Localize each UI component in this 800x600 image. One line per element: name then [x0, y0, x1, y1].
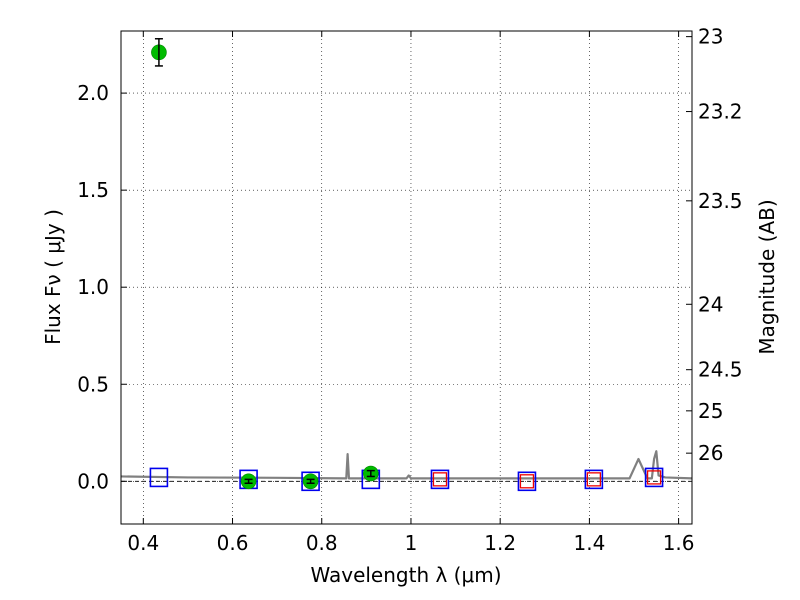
data-markers	[149, 38, 664, 492]
model-square-blue	[301, 471, 320, 492]
y2-tick-label: 23.2	[698, 100, 743, 124]
y2-tick-label: 23	[698, 25, 723, 49]
x-axis-label: Wavelength λ (μm)	[310, 563, 501, 587]
model-square-blue	[149, 467, 169, 488]
sed-curve	[120, 450, 693, 480]
sed-model-line	[120, 450, 693, 480]
y2-tick-label: 25	[698, 399, 723, 423]
model-square-red	[586, 472, 602, 487]
y2-tick-label: 23.5	[698, 189, 743, 213]
x-tick-label: 0.8	[306, 531, 338, 555]
model-square-red	[432, 472, 448, 487]
y2-tick-label: 26	[698, 441, 723, 465]
x-tick-label: 0.4	[127, 531, 159, 555]
y2-tick-label: 24.5	[698, 358, 743, 382]
x-tick-label: 1	[405, 531, 418, 555]
model-square-blue	[644, 467, 664, 488]
y-tick-label: 1.5	[77, 178, 109, 202]
y-axis-ticks: 0.0 0.5 1.0 1.5 2.0	[77, 81, 127, 493]
y2-axis-ticks: 23 23.2 23.5 24 24.5 25 26	[686, 25, 743, 465]
y-tick-label: 2.0	[77, 81, 109, 105]
x-tick-label: 1.6	[663, 531, 695, 555]
model-square-blue	[517, 471, 537, 492]
y-tick-label: 1.0	[77, 275, 109, 299]
y2-tick-label: 24	[698, 292, 723, 316]
y2-axis-label: Magnitude (AB)	[755, 199, 779, 354]
y-tick-label: 0.5	[77, 372, 109, 396]
x-axis-ticks: 0.4 0.6 0.8 1 1.2 1.4 1.6	[127, 31, 695, 555]
x-tick-label: 1.2	[484, 531, 516, 555]
x-tick-label: 1.4	[573, 531, 605, 555]
model-square-blue	[430, 469, 450, 490]
x-tick-label: 0.6	[217, 531, 249, 555]
y-axis-label: Flux Fν ( μJy )	[41, 209, 65, 345]
model-square-red	[646, 470, 662, 485]
y-tick-label: 0.0	[77, 469, 109, 493]
plot-frame	[120, 30, 693, 525]
model-square-red	[519, 474, 535, 489]
grid	[121, 31, 692, 524]
model-square-blue	[584, 469, 604, 490]
